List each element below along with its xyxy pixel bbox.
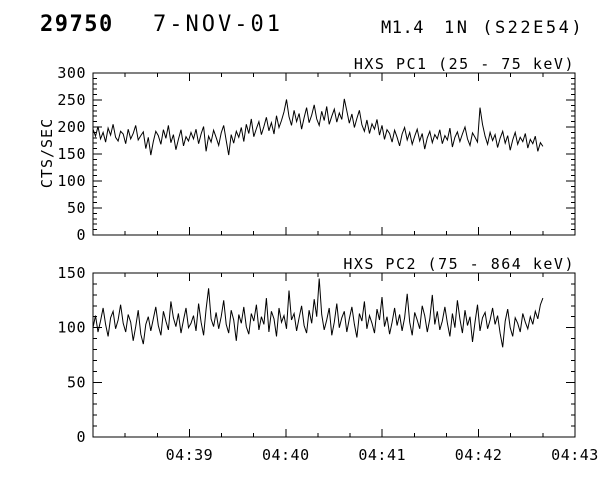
x-tick-label: 04:41	[358, 446, 406, 464]
y-tick-label: 0	[76, 428, 86, 446]
y-tick-label: 100	[57, 172, 86, 190]
optical-class-location: 1N (S22E54)	[444, 18, 585, 38]
y-tick-label: 0	[76, 226, 86, 244]
x-tick-label: 04:42	[455, 446, 503, 464]
x-tick-label: 04:43	[551, 446, 599, 464]
y-tick-label: 50	[67, 373, 86, 391]
data-line	[92, 98, 544, 156]
y-tick-label: 50	[67, 199, 86, 217]
flare-number: 29750	[40, 12, 114, 37]
y-tick-label: 150	[57, 145, 86, 163]
plot2-title: HXS PC2 (75 - 864 keV)	[343, 255, 575, 273]
plot1-title: HXS PC1 (25 - 75 keV)	[353, 55, 575, 73]
x-tick-label: 04:40	[262, 446, 310, 464]
data-line	[92, 278, 544, 348]
y-tick-label: 100	[57, 319, 86, 337]
y-axis-label: CTS/SEC	[38, 117, 56, 189]
y-tick-label: 300	[57, 64, 86, 82]
y-tick-label: 200	[57, 118, 86, 136]
flare-date: 7-NOV-01	[153, 12, 283, 37]
goes-class: M1.4	[381, 18, 424, 38]
y-tick-label: 150	[57, 264, 86, 282]
y-tick-label: 250	[57, 91, 86, 109]
x-tick-label: 04:39	[166, 446, 214, 464]
plot-frame	[92, 272, 576, 438]
plot-frame	[92, 72, 576, 236]
